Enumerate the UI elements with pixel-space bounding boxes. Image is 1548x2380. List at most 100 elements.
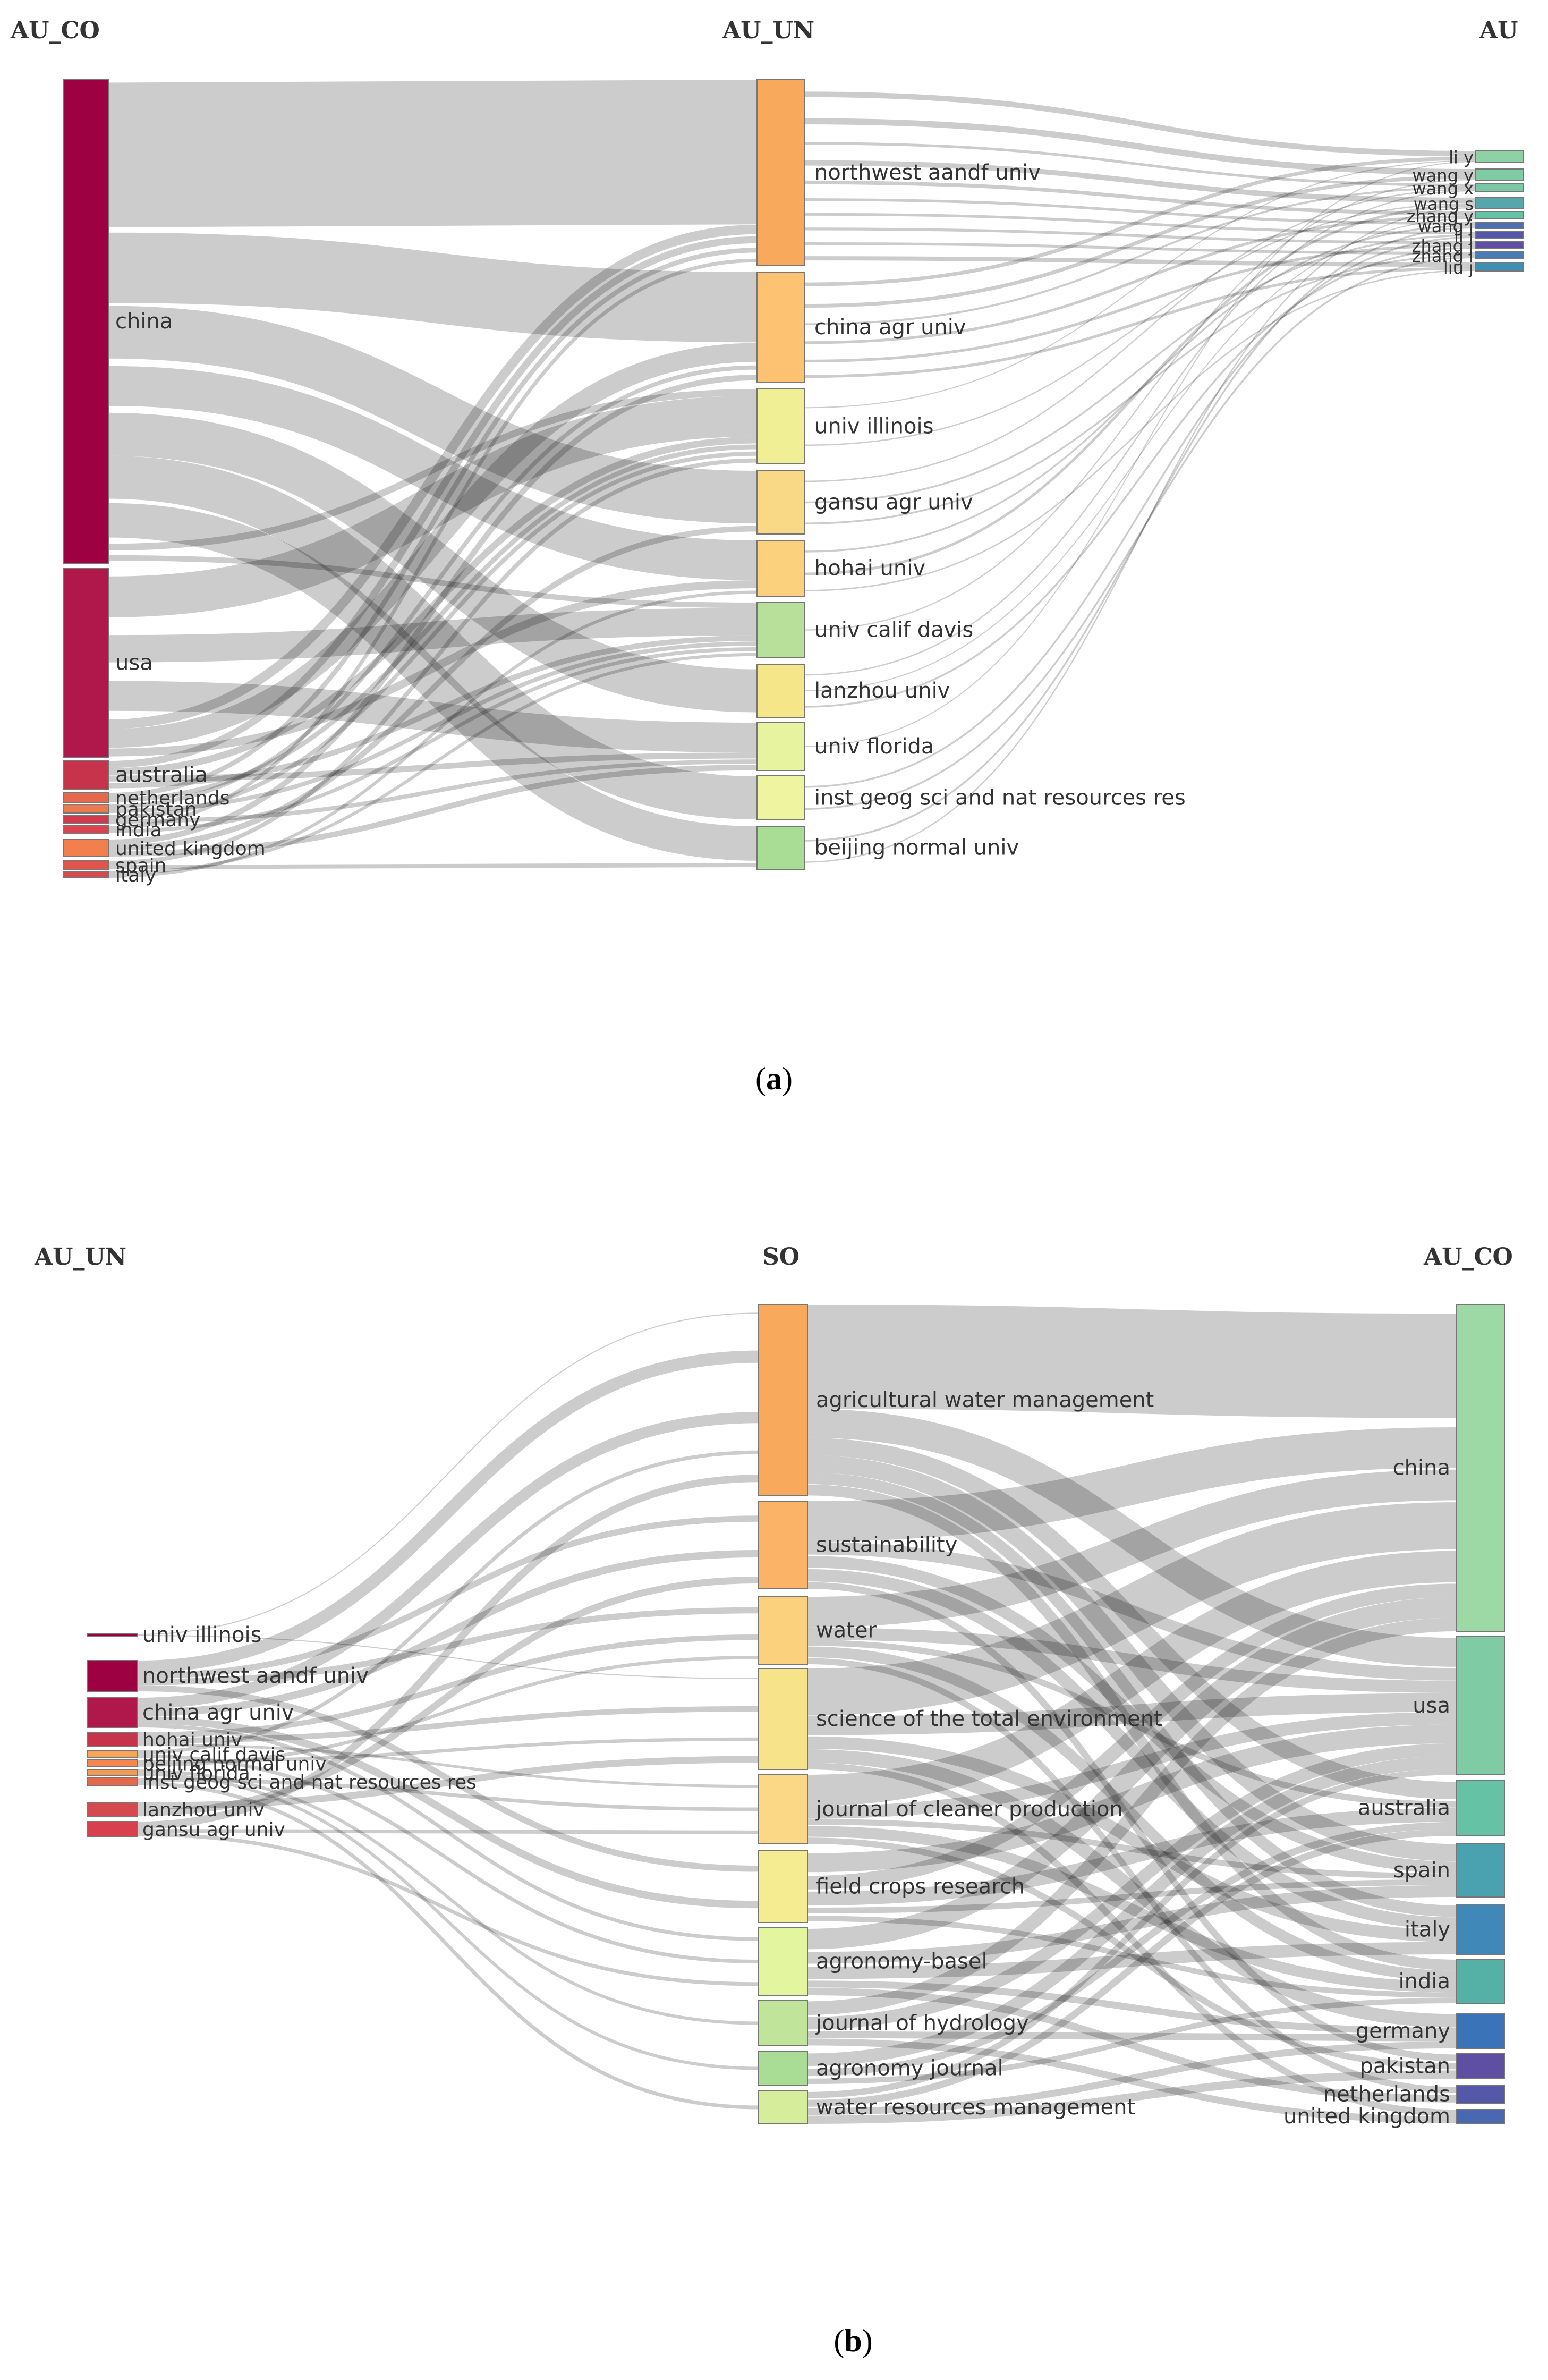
panel-a-country-label-italy: italy <box>115 865 156 886</box>
panel-a-author-label-zhang-y: zhang y <box>1407 206 1474 226</box>
panel-b-univ-source-link-16 <box>137 1656 759 1767</box>
panel-b-source-country-link-31 <box>807 1597 1457 1950</box>
panel-b-source-country-link-30 <box>807 1916 1457 1998</box>
panel-b-univ-source-link-13 <box>137 1450 759 1754</box>
panel-a-univ-author-link-28 <box>804 161 1476 747</box>
panel-a-univ-label-china-agr-univ: china agr univ <box>814 315 966 340</box>
panel-a-author-label-zhang-l: zhang l <box>1412 246 1474 266</box>
panel-b-source-country-link-32 <box>807 1885 1457 1964</box>
panel-b-country-label-china: china <box>1393 1456 1450 1480</box>
panel-b-source-country-link-45 <box>807 2042 1457 2115</box>
panel-b-source-country-link-12 <box>807 1627 1457 1693</box>
panel-b-country-node-netherlands <box>1456 2085 1505 2104</box>
panel-a-univ-author-link-19 <box>804 234 1476 504</box>
panel-b-univ-source-link-7 <box>137 1550 759 1716</box>
panel-a-country-univ-link-21 <box>108 365 758 809</box>
panel-b-source-country-link-6 <box>807 1427 1457 1542</box>
panel-b-source-country-link-21 <box>807 1551 1457 1807</box>
panel-b-univ-label-china-agr-univ: china agr univ <box>142 1700 294 1725</box>
panel-a-univ-author-link-1 <box>804 118 1476 175</box>
panel-b-univ-source-link-21 <box>137 1756 759 1809</box>
panel-b-univ-source-link-25 <box>137 1833 759 1986</box>
panel-a-country-node-australia <box>63 760 109 790</box>
panel-a-univ-node-china-agr-univ <box>756 272 805 383</box>
panel-a-univ-label-hohai-univ: hohai univ <box>814 556 925 581</box>
panel-a-country-univ-link-10 <box>108 608 758 663</box>
panel-a-univ-label-inst-geog-sci-and-nat-resources-res: inst geog sci and nat resources res <box>814 786 1186 810</box>
panel-a-country-node-united-kingdom <box>63 839 109 857</box>
panel-a-univ-author-link-4 <box>804 180 1476 215</box>
panel-b-source-country-link-44 <box>807 1828 1457 2107</box>
panel-a-univ-author-link-13 <box>804 215 1476 344</box>
panel-b-source-node-agronomy-journal <box>758 2051 808 2086</box>
panel-b-source-country-link-13 <box>807 1639 1457 1808</box>
panel-b-country-label-italy: italy <box>1405 1918 1450 1942</box>
panel-a-country-univ-link-12 <box>108 225 758 729</box>
panel-b-source-country-link-43 <box>807 1768 1457 2098</box>
panel-a-univ-node-northwest-aandf-univ <box>756 79 805 266</box>
panel-a-univ-author-link-10 <box>804 156 1476 286</box>
panel-b-source-node-sustainability <box>758 1501 808 1589</box>
panel-b-univ-label-univ-calif-davis: univ calif davis <box>142 1744 285 1766</box>
panel-b-univ-source-link-4 <box>137 1607 759 1686</box>
panel-b-univ-node-univ-illinois <box>87 1633 138 1637</box>
panel-b-source-country-link-18 <box>807 1736 1457 1942</box>
panel-a-author-label-li-j: li j <box>1454 226 1474 246</box>
panel-b-source-country-link-38 <box>807 2031 1457 2042</box>
panel-b-source-country-link-4 <box>807 1472 1457 1917</box>
panel-a-univ-author-link-14 <box>804 244 1476 363</box>
panel-a-country-node-india <box>63 825 109 834</box>
panel-a-country-univ-link-23 <box>108 451 758 819</box>
panel-b-source-country-link-19 <box>807 1749 1457 2028</box>
panel-a-univ-author-link-31 <box>804 226 1476 842</box>
panel-b-univ-node-china-agr-univ <box>87 1697 138 1728</box>
panel-b-source-country-link-16 <box>807 1502 1457 1716</box>
panel-b-univ-node-univ-florida <box>87 1769 138 1776</box>
panel-a-country-univ-link-9 <box>108 395 758 617</box>
panel-a-univ-author-link-2 <box>804 142 1476 187</box>
panel-b-source-label-agricultural-water-management: agricultural water management <box>816 1388 1154 1412</box>
panel-a-country-univ-link-22 <box>108 641 758 813</box>
panel-a-country-label-spain: spain <box>115 855 167 877</box>
panel-a-univ-author-link-6 <box>804 213 1476 235</box>
panel-b-source-country-link-22 <box>807 1712 1457 1819</box>
panel-b-source-country-link-10 <box>807 1582 1457 2062</box>
panel-b-univ-source-link-6 <box>137 1412 759 1709</box>
panel-a-header-left: AU_CO <box>10 17 100 44</box>
panel-b-caption-letter: b <box>844 2323 862 2358</box>
panel-b-source-node-science-of-the-total-environment <box>758 1668 808 1770</box>
panel-b-country-label-australia: australia <box>1358 1796 1450 1820</box>
panel-a-country-univ-link-7 <box>108 388 758 551</box>
panel-a-header-right: AU <box>1479 17 1518 44</box>
panel-a-univ-author-link-0 <box>804 91 1476 157</box>
panel-b-source-label-agronomy-journal: agronomy journal <box>816 2056 1003 2081</box>
panel-a-univ-node-beijing-normal-univ <box>756 826 805 870</box>
panel-b-source-country-link-7 <box>807 1542 1457 1681</box>
panel-a-univ-node-inst-geog-sci-and-nat-resources-res <box>756 775 805 820</box>
panel-a-univ-author-link-23 <box>804 269 1476 591</box>
panel-a-univ-label-univ-florida: univ florida <box>814 734 934 759</box>
panel-b-univ-label-univ-florida: univ florida <box>142 1763 250 1784</box>
panel-a-univ-author-link-17 <box>804 203 1476 446</box>
panel-a-country-univ-link-28 <box>108 526 758 851</box>
panel-b-source-country-link-33 <box>807 1942 1457 1979</box>
panel-a-univ-label-univ-illinois: univ illinois <box>814 414 933 439</box>
panel-b-country-node-germany <box>1456 2013 1505 2049</box>
panel-a-univ-label-lanzhou-univ: lanzhou univ <box>814 679 950 703</box>
panel-b-source-country-link-34 <box>807 1980 1457 2035</box>
panel-a-country-univ-link-15 <box>108 236 758 768</box>
panel-b-country-label-pakistan: pakistan <box>1359 2054 1450 2079</box>
panel-b-univ-source-link-5 <box>137 1685 759 1872</box>
panel-a-country-node-germany <box>63 815 109 824</box>
panel-a-country-univ-link-25 <box>108 258 758 829</box>
panel-a-univ-node-hohai-univ <box>756 540 805 597</box>
panel-a-univ-author-link-8 <box>804 242 1476 255</box>
panel-a-univ-author-link-27 <box>804 247 1476 708</box>
panel-b-source-label-water: water <box>816 1619 877 1643</box>
panel-a-author-label-wang-j: wang j <box>1418 216 1474 236</box>
panel-a-country-univ-link-6 <box>108 503 758 861</box>
panel-b-source-country-link-9 <box>807 1569 1457 1930</box>
panel-a-country-univ-link-26 <box>108 647 758 833</box>
panel-a-author-label-wang-s: wang s <box>1414 194 1474 214</box>
panel-a-country-univ-link-8 <box>108 555 758 608</box>
